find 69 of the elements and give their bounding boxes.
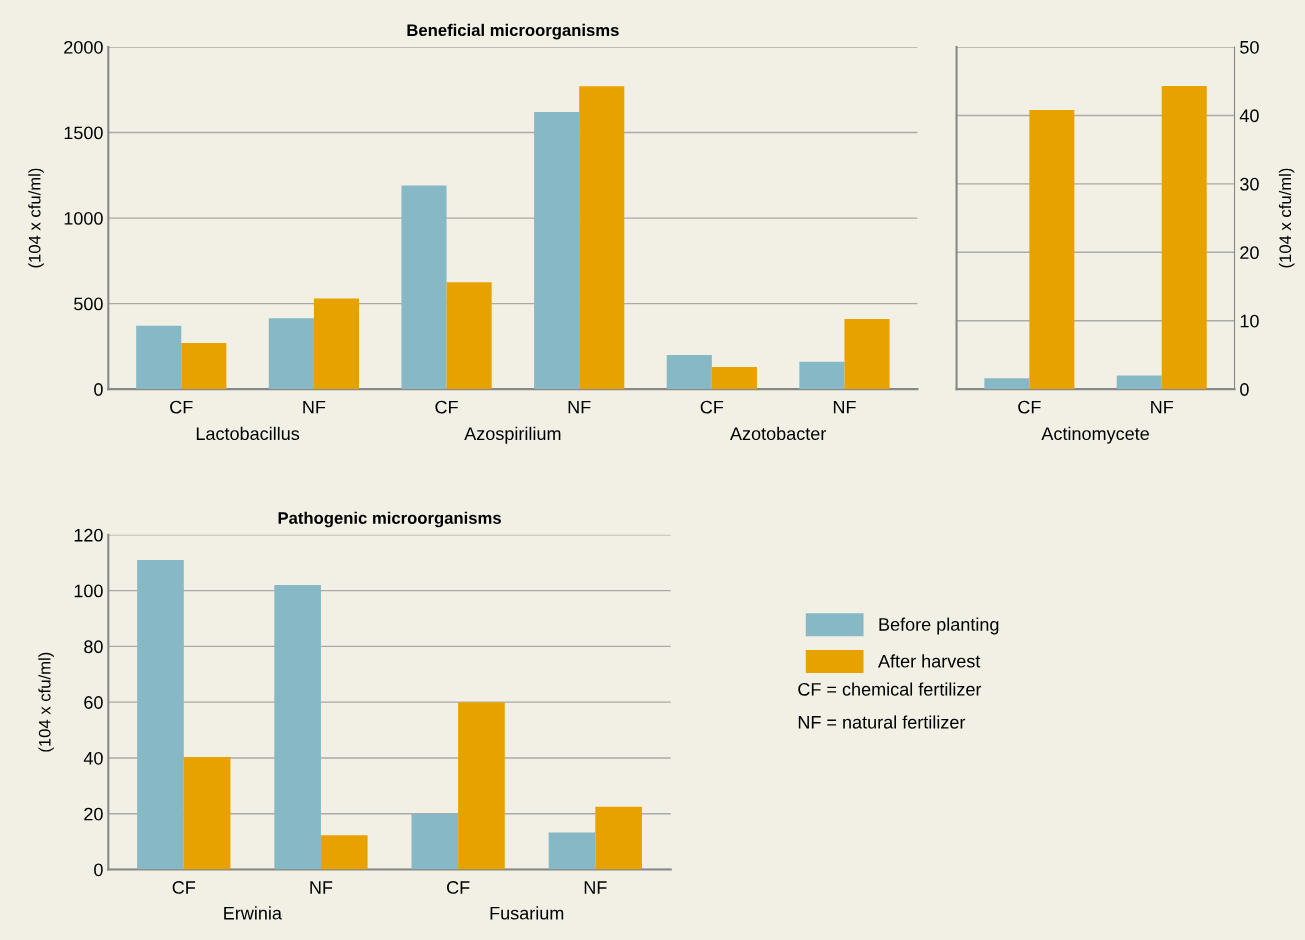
- chart-title: Beneficial microorganisms: [407, 23, 619, 40]
- bar: [181, 342, 227, 390]
- x-tick-label: CF: [435, 400, 458, 414]
- bar: [313, 298, 359, 390]
- x-tick-label: CF: [172, 881, 196, 894]
- bar: [446, 282, 492, 390]
- bar: [534, 112, 580, 390]
- bar: [666, 354, 712, 390]
- x-tick-label: NF: [584, 881, 607, 894]
- bar: [844, 319, 890, 390]
- bar: [268, 318, 314, 390]
- y-tick-label: 500: [74, 297, 103, 311]
- bar: [401, 185, 447, 390]
- x-tick-label: NF: [1151, 400, 1174, 414]
- y2-tick-label: 50: [1240, 40, 1259, 54]
- y-tick-label: 100: [74, 584, 103, 598]
- chart-title: Pathogenic microorganisms: [278, 511, 501, 528]
- y2-tick-label: 0: [1240, 383, 1249, 396]
- y-tick-label: 40: [83, 751, 103, 765]
- y-tick-label: 120: [74, 528, 103, 542]
- legend-label: Before planting: [879, 617, 999, 635]
- y-axis-title: (104 x cfu/ml): [38, 652, 54, 752]
- y-tick-label: 0: [94, 383, 103, 396]
- bar: [595, 806, 642, 870]
- text: Erwinia: [224, 906, 282, 920]
- bar: [984, 378, 1030, 390]
- bar: [579, 86, 625, 390]
- x-tick-label: NF: [833, 400, 856, 414]
- y2-axis-title: (104 x cfu/ml): [1278, 168, 1295, 268]
- bar: [183, 757, 231, 870]
- y2-tick-label: 20: [1240, 246, 1259, 260]
- y-tick-label: 80: [84, 640, 103, 654]
- bar: [320, 835, 368, 870]
- text: Actinomycete: [1041, 426, 1149, 444]
- y-tick-label: 1500: [64, 126, 103, 140]
- x-tick-label: NF: [303, 400, 326, 414]
- y-tick-label: 1000: [64, 212, 103, 225]
- y-tick-label: 0: [94, 863, 103, 877]
- x-tick-label: CF: [700, 400, 724, 414]
- y-tick-label: 2000: [64, 40, 103, 54]
- bar: [411, 813, 459, 870]
- text: Azotobacter: [730, 426, 827, 441]
- bar: [137, 559, 184, 870]
- y2-tick-label: 30: [1240, 177, 1259, 191]
- x-tick-label: CF: [1018, 400, 1041, 414]
- bar: [274, 585, 321, 870]
- y-axis-title: (104 x cfu/ml): [28, 168, 44, 268]
- text: Azospirilium: [464, 426, 561, 444]
- bar: [1029, 109, 1075, 390]
- bar: [1161, 86, 1207, 390]
- text: Fusarium: [490, 906, 564, 920]
- x-tick-label: NF: [310, 881, 333, 894]
- x-tick-label: NF: [568, 400, 591, 414]
- y2-tick-label: 10: [1240, 314, 1259, 328]
- legend-label: After harvest: [878, 654, 981, 668]
- bar: [711, 366, 757, 390]
- y2-tick-label: 40: [1239, 109, 1259, 123]
- x-tick-label: CF: [170, 400, 193, 414]
- bar: [136, 325, 182, 390]
- bar: [458, 702, 505, 870]
- text: CF = chemical fertilizer: [798, 682, 982, 696]
- text: NF = natural fertilizer: [798, 715, 966, 729]
- text: Lactobacillus: [196, 426, 300, 441]
- x-tick-label: CF: [447, 881, 470, 894]
- bar: [548, 832, 596, 870]
- y-tick-label: 60: [84, 696, 103, 709]
- bar: [799, 361, 845, 390]
- bar: [1116, 375, 1162, 390]
- y-tick-label: 20: [84, 807, 103, 821]
